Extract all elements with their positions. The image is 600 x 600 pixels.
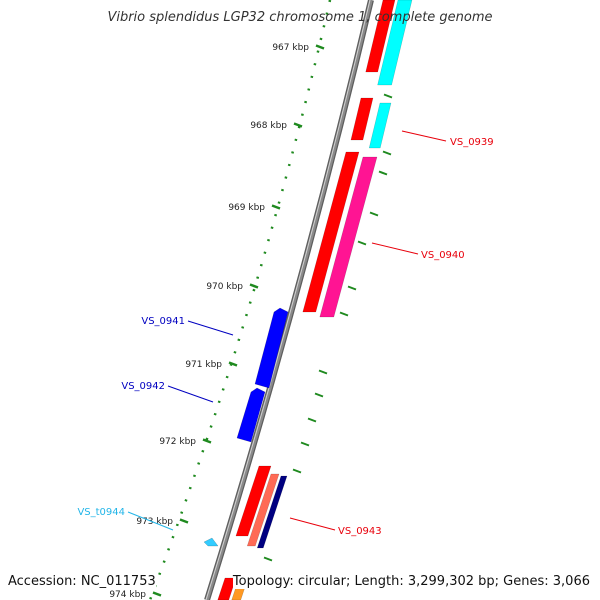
strand-minor-tick — [369, 211, 379, 217]
cds-bar-vs0943-a — [246, 473, 280, 547]
strand-minor-tick — [383, 93, 393, 99]
gene-block-vs0941 — [254, 307, 289, 389]
strand-minor-tick — [339, 311, 349, 317]
gene-label-leader — [371, 242, 419, 255]
ruler-tick-973 — [179, 518, 189, 524]
gene-label-leader — [187, 320, 234, 336]
backbone-highlight — [205, 0, 371, 600]
cds-bar-vs0939 — [368, 102, 392, 149]
chromosome-backbone — [205, 0, 373, 600]
gene-label: VS_0943 — [338, 526, 382, 537]
gene-block-vs0939 — [350, 97, 374, 141]
strand-minor-tick — [357, 240, 367, 246]
ruler-tick-969 — [271, 204, 281, 210]
gene-label: VS_0941 — [141, 316, 185, 327]
ruler-tick-label: 973 kbp — [136, 517, 173, 527]
gene-label: VS_t0944 — [77, 507, 125, 518]
ruler-tick-label: 968 kbp — [250, 121, 287, 131]
ruler-tick-972 — [202, 438, 212, 444]
ruler-tick-label: 971 kbp — [185, 360, 222, 370]
gene-block-vs0943 — [235, 465, 272, 537]
gene-label: VS_0942 — [121, 381, 165, 392]
cds-bar-top — [377, 0, 413, 86]
trna-marker-vs-t0944 — [203, 537, 219, 547]
ruler-tick-label: 972 kbp — [159, 437, 196, 447]
ruler-tick-label: 974 kbp — [109, 590, 146, 600]
strand-minor-tick — [263, 556, 273, 562]
gene-block-bottom — [217, 577, 237, 600]
ruler-tick-968 — [293, 122, 303, 128]
accession-label: Accession: NC_011753 — [8, 574, 156, 589]
strand-minor-tick — [318, 369, 328, 375]
gene-block-vs0940 — [302, 151, 360, 313]
gene-label-leader — [401, 130, 447, 142]
cds-bar-vs0943-b — [256, 475, 288, 549]
ruler-tick-label: 970 kbp — [206, 282, 243, 292]
gene-label: VS_0940 — [421, 250, 465, 261]
backbone-shadow — [204, 0, 374, 600]
ruler-tick-970 — [249, 283, 259, 289]
map-title: Vibrio splendidus LGP32 chromosome 1, co… — [107, 10, 493, 25]
strand-minor-tick — [314, 392, 324, 398]
ruler-line — [148, 0, 332, 600]
strand-minor-tick — [378, 170, 388, 176]
ruler-tick-971 — [228, 361, 238, 367]
strand-minor-tick — [307, 417, 317, 423]
ruler-tick-967 — [315, 44, 325, 50]
cds-bar-vs0940 — [319, 156, 378, 318]
gene-label-leader — [127, 511, 174, 531]
gene-label: VS_0939 — [450, 137, 494, 148]
strand-minor-tick — [300, 441, 310, 447]
gene-block-top — [365, 0, 396, 73]
topology-label: Topology: circular; Length: 3,299,302 bp… — [232, 574, 590, 589]
strand-minor-tick — [292, 468, 302, 474]
gene-label-leader — [289, 517, 336, 531]
gene-label-leader — [167, 385, 214, 403]
strand-minor-tick — [347, 285, 357, 291]
ruler-tick-974 — [152, 591, 162, 597]
gene-block-vs0942 — [236, 387, 266, 443]
ruler-tick-label: 967 kbp — [272, 43, 309, 53]
ruler-tick-label: 969 kbp — [228, 203, 265, 213]
strand-minor-tick — [382, 150, 392, 156]
